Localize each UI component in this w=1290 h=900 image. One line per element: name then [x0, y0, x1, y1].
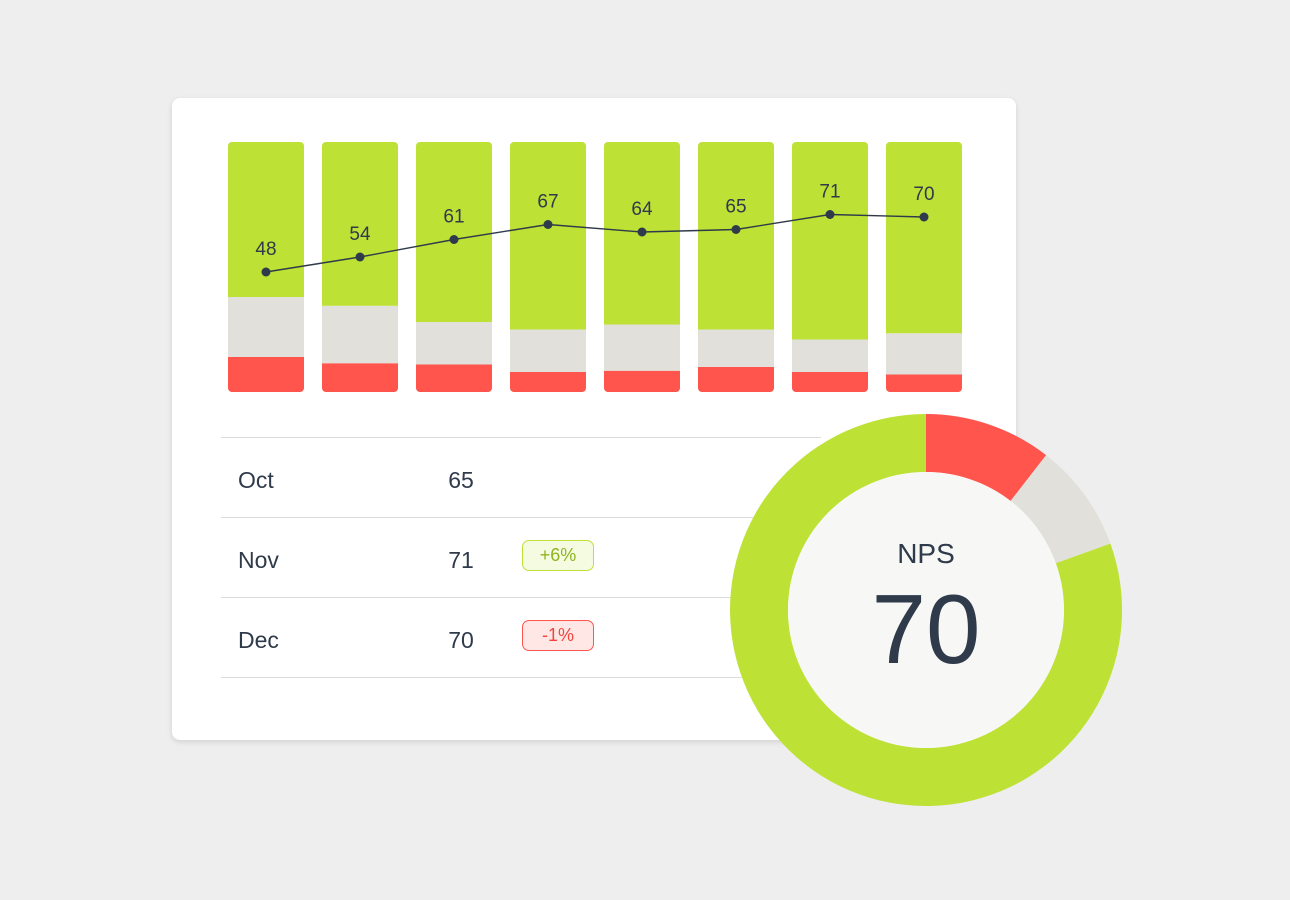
score-label: 65	[725, 197, 746, 218]
score-point	[919, 212, 929, 222]
bar-segment	[416, 364, 492, 392]
bar-segment	[510, 329, 586, 372]
bar-segment	[886, 142, 962, 334]
bar-segment	[886, 374, 962, 392]
bar-segment	[792, 339, 868, 372]
bar-segment	[228, 297, 304, 357]
stacked-bar	[416, 142, 492, 392]
table-row: Oct 65	[221, 437, 821, 517]
stacked-bar	[322, 142, 398, 392]
bar-segment	[322, 305, 398, 364]
score-point	[543, 220, 553, 229]
bar-segment	[416, 322, 492, 365]
month-label: Dec	[238, 627, 279, 653]
bar-segment	[604, 324, 680, 371]
donut-slice	[730, 414, 1122, 806]
table-row: Dec 70 -1%	[221, 597, 821, 678]
nps-donut-chart: NPS 70	[730, 414, 1122, 806]
score-line	[265, 213, 925, 273]
stacked-bar	[886, 142, 962, 392]
score-label: 70	[913, 184, 934, 205]
change-badge-up: +6%	[522, 540, 594, 571]
stacked-bar	[792, 142, 868, 392]
stacked-bar	[228, 142, 304, 392]
score-label: 48	[255, 239, 276, 260]
score-label: 64	[631, 199, 653, 220]
bar-segment	[510, 142, 586, 330]
score-point	[449, 235, 459, 244]
bar-segment	[510, 372, 586, 392]
bar-segment	[416, 142, 492, 322]
score-point	[825, 210, 835, 219]
bar-segment	[604, 370, 680, 392]
bar-segment	[698, 142, 774, 330]
score-label: 61	[443, 207, 464, 228]
bar-segment	[792, 142, 868, 340]
stacked-bar	[510, 142, 586, 392]
bar-segment	[228, 357, 304, 392]
bar-segment	[698, 367, 774, 392]
nps-label: NPS	[897, 538, 955, 569]
score-value: 65	[448, 467, 474, 493]
score-label: 54	[349, 224, 371, 245]
month-label: Nov	[238, 547, 279, 573]
score-label: 67	[537, 192, 558, 213]
donut-center	[788, 472, 1064, 748]
table-row: Nov 71 +6%	[221, 517, 821, 597]
stacked-bar	[698, 142, 774, 392]
score-point	[261, 267, 271, 277]
bar-segment	[698, 329, 774, 367]
month-label: Oct	[238, 467, 274, 493]
stacked-bar	[604, 142, 680, 392]
monthly-table: Oct 65 Nov 71 +6% Dec 70 -1%	[221, 437, 821, 678]
score-label: 71	[819, 182, 840, 203]
bar-segment	[886, 333, 962, 375]
change-badge-down: -1%	[522, 620, 594, 651]
bar-segment	[322, 142, 398, 306]
score-point	[355, 252, 365, 262]
bar-segment	[792, 372, 868, 392]
score-point	[731, 225, 741, 234]
bar-segment	[322, 363, 398, 392]
nps-score: 70	[871, 574, 980, 684]
donut-slice	[926, 414, 1047, 501]
nps-trend-chart: 48 54 61 67 64 65 71 70	[228, 142, 962, 392]
score-value: 70	[448, 627, 474, 653]
donut-slice	[1010, 455, 1111, 564]
score-value: 71	[448, 547, 474, 573]
score-point	[637, 227, 647, 237]
